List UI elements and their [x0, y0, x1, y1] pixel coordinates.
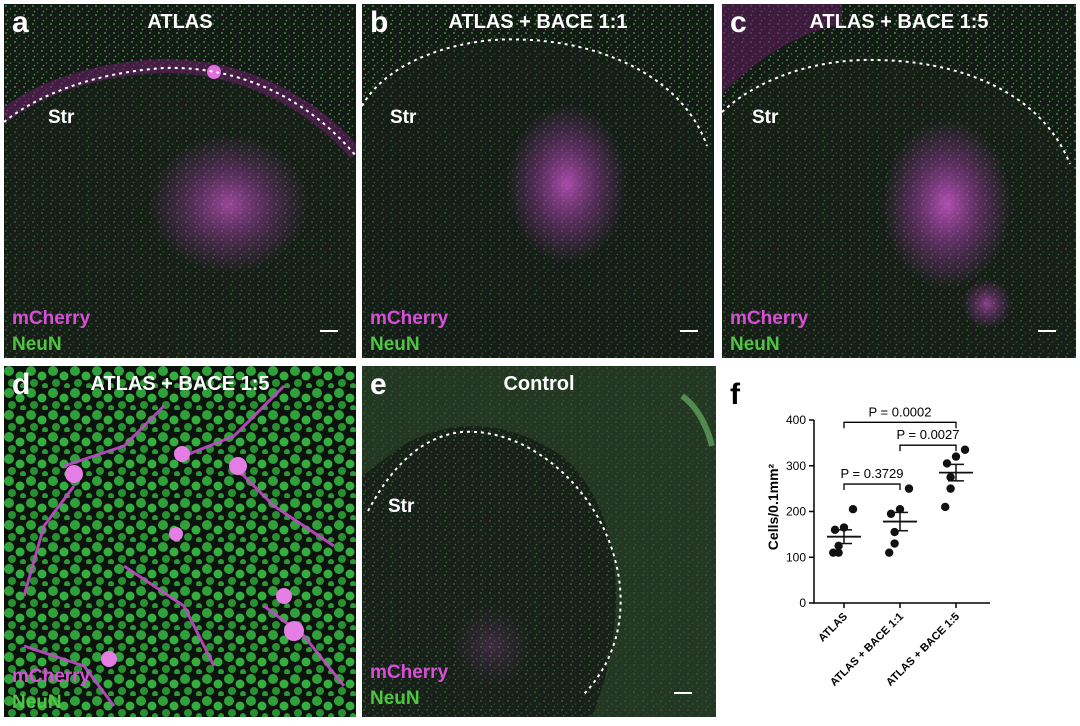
panel-b: b ATLAS + BACE 1:1 Str mCherry NeuN [362, 4, 714, 358]
data-point [942, 459, 952, 468]
region-label: Str [390, 107, 417, 128]
data-point [946, 484, 955, 493]
scale-bar [320, 330, 338, 332]
panel-title: Control [503, 373, 575, 395]
mcherry-label: mCherry [12, 666, 91, 687]
significance-bracket [843, 421, 957, 429]
panel-letter: b [370, 6, 389, 39]
data-point [890, 539, 899, 548]
panel-title: ATLAS + BACE 1:5 [90, 373, 270, 395]
panel-letter: e [370, 368, 387, 401]
panel-letter: c [730, 6, 747, 39]
p-value-label: P = 0.0027 [896, 427, 959, 442]
panel-letter: d [12, 368, 31, 401]
y-tick-label: 100 [786, 550, 806, 564]
panel-d: d ATLAS + BACE 1:5 mCherry NeuN [4, 366, 356, 717]
y-tick-label: 400 [786, 413, 806, 427]
neun-label: NeuN [370, 334, 420, 355]
panel-title: ATLAS + BACE 1:1 [448, 11, 628, 33]
mcherry-label: mCherry [730, 308, 809, 329]
neun-label: NeuN [370, 688, 420, 709]
region-label: Str [752, 107, 779, 128]
data-point [830, 525, 840, 534]
scale-bar [674, 692, 692, 694]
y-tick-label: 300 [786, 459, 806, 473]
data-point [890, 527, 899, 537]
neun-label: NeuN [12, 334, 62, 355]
panel-d-image [4, 366, 356, 717]
panel-letter: a [12, 6, 29, 39]
panel-title: ATLAS [147, 11, 213, 33]
data-point [951, 452, 961, 461]
scale-bar [680, 330, 698, 332]
data-point [960, 445, 970, 454]
panel-e-image [362, 366, 716, 717]
panel-c: c ATLAS + BACE 1:5 Str mCherry NeuN [722, 4, 1076, 358]
mcherry-label: mCherry [12, 308, 91, 329]
data-point [904, 484, 914, 493]
data-point [829, 548, 838, 557]
mcherry-label: mCherry [370, 308, 449, 329]
data-point [848, 505, 858, 514]
neun-label: NeuN [12, 692, 62, 713]
panel-letter: f [730, 378, 740, 411]
significance-bracket [843, 483, 901, 491]
y-axis-label: Cells/0.1mm² [765, 463, 781, 550]
panel-title: ATLAS + BACE 1:5 [809, 11, 989, 33]
data-point [946, 472, 955, 482]
data-point [885, 548, 894, 557]
p-value-label: P = 0.0002 [868, 404, 931, 419]
y-tick-label: 0 [799, 596, 806, 610]
panel-a-image [4, 4, 356, 358]
neun-label: NeuN [730, 334, 780, 355]
x-tick-label: ATLAS [816, 611, 850, 645]
p-value-label: P = 0.3729 [840, 466, 903, 481]
panel-f: f 0 100 200 300 400 ATLAS ATLAS + BACE 1:1 ATLA… [720, 362, 1080, 721]
region-label: Str [48, 107, 75, 128]
data-point [941, 502, 950, 512]
scale-bar [1038, 330, 1056, 332]
panel-a: a ATLAS Str mCherry NeuN [4, 4, 356, 358]
significance-bracket [899, 444, 957, 452]
data-point [895, 505, 905, 514]
data-point [886, 509, 896, 518]
mcherry-label: mCherry [370, 662, 449, 683]
panel-b-image [362, 4, 714, 358]
region-label: Str [388, 496, 415, 517]
panel-c-image [722, 4, 1076, 358]
y-tick-label: 200 [786, 505, 806, 519]
panel-e: e Control Str mCherry NeuN [362, 366, 716, 717]
